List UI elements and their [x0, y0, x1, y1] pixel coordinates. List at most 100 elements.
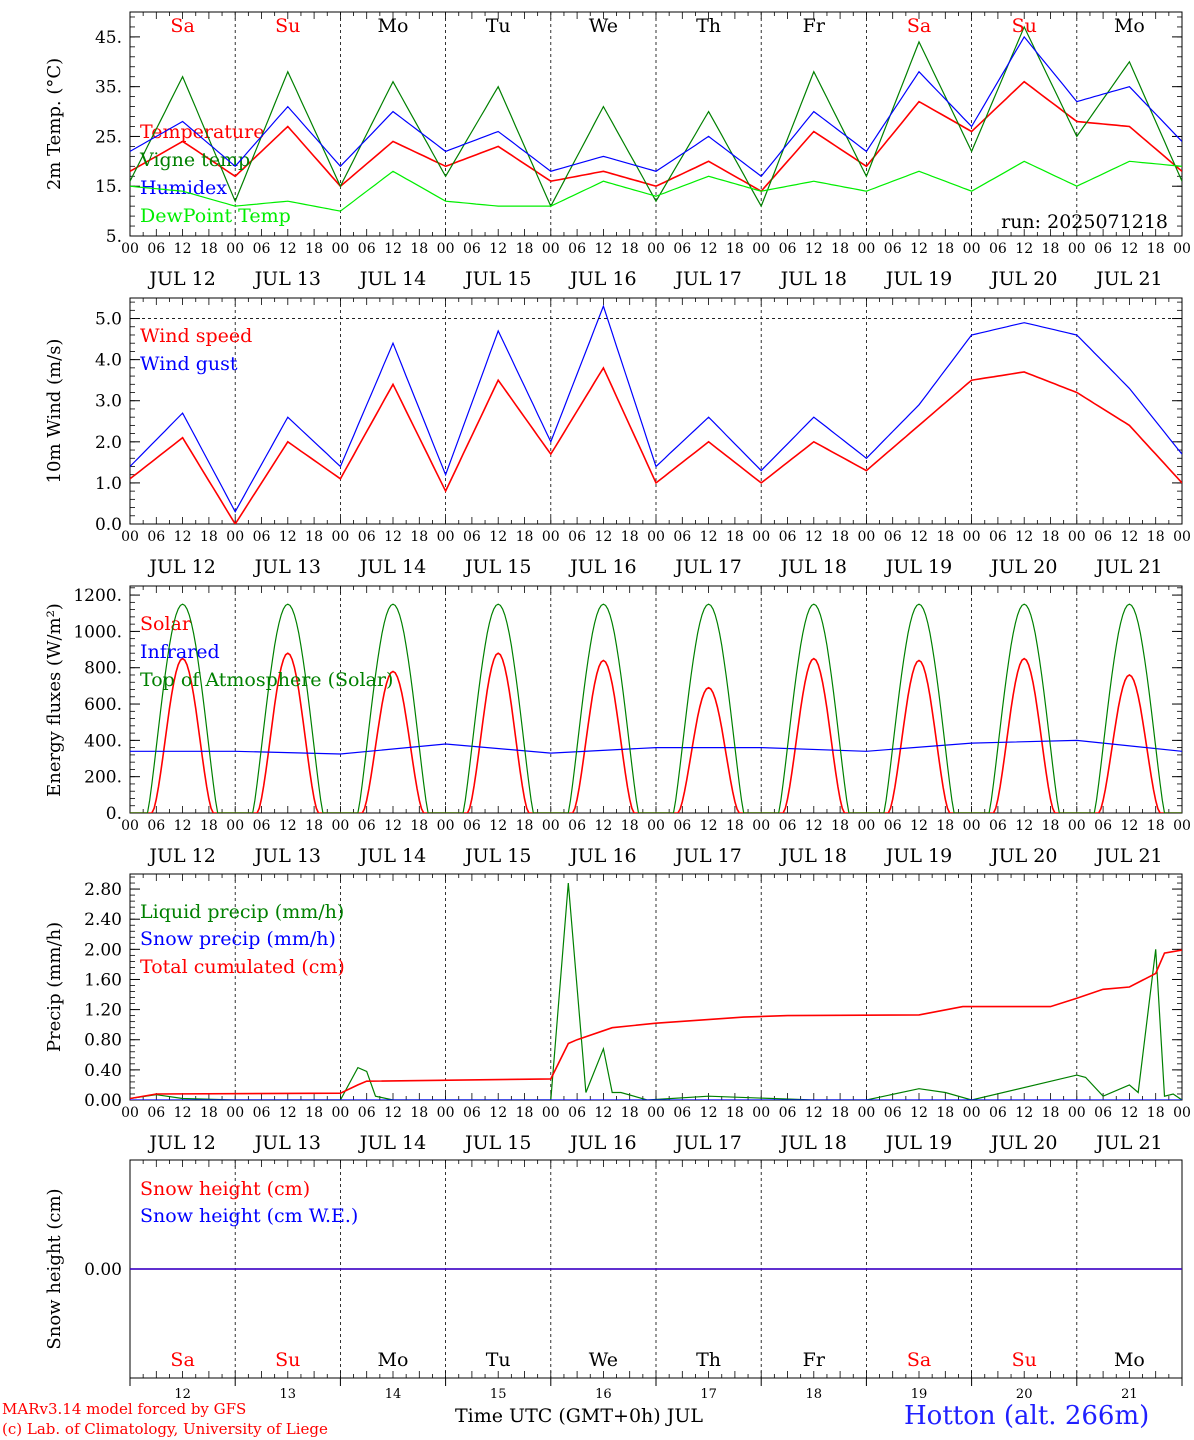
hour-tick-label: 12 — [279, 241, 297, 257]
hour-tick-label: 18 — [1147, 1105, 1165, 1121]
hour-tick-label: 00 — [331, 818, 349, 834]
legend-snow-height-cm-: Snow height (cm) — [140, 1178, 310, 1200]
date-label: JUL 14 — [358, 556, 426, 578]
y-axis-label: 10m Wind (m/s) — [44, 339, 65, 484]
hour-tick-label: 12 — [1015, 818, 1033, 834]
legend-total-cumulated-cm-: Total cumulated (cm) — [140, 956, 345, 978]
hour-tick-label: 06 — [463, 1105, 481, 1121]
weekday-label: We — [589, 1349, 618, 1371]
day-number-label: 12 — [174, 1387, 191, 1402]
y-tick-label: 600. — [84, 695, 122, 715]
date-label: JUL 17 — [673, 1132, 741, 1154]
date-label: JUL 20 — [989, 556, 1057, 578]
hour-tick-label: 06 — [884, 529, 902, 545]
y-tick-label: 15. — [95, 177, 122, 197]
hour-tick-label: 06 — [463, 529, 481, 545]
day-number-label: 13 — [280, 1387, 297, 1402]
hour-tick-label: 06 — [568, 241, 586, 257]
hour-tick-label: 18 — [621, 1105, 639, 1121]
hour-tick-label: 00 — [752, 529, 770, 545]
hour-tick-label: 18 — [200, 1105, 218, 1121]
series-line-wind-gust — [130, 304, 1182, 513]
hour-tick-label: 18 — [410, 1105, 428, 1121]
hour-tick-label: 12 — [910, 1105, 928, 1121]
hour-tick-label: 18 — [726, 1105, 744, 1121]
hour-tick-label: 18 — [516, 529, 534, 545]
series-line-wind-speed — [130, 366, 1182, 524]
date-label: JUL 12 — [147, 845, 215, 867]
y-tick-label: 45. — [95, 28, 122, 48]
hour-tick-label: 06 — [989, 241, 1007, 257]
weekday-label: Th — [696, 1349, 721, 1371]
hour-tick-label: 06 — [147, 818, 165, 834]
hour-tick-label: 00 — [1173, 1105, 1191, 1121]
hour-tick-label: 00 — [331, 1105, 349, 1121]
y-tick-label: 0.80 — [84, 1031, 122, 1051]
date-label: JUL 18 — [779, 1132, 847, 1154]
date-label: JUL 16 — [568, 845, 636, 867]
hour-tick-label: 06 — [989, 818, 1007, 834]
hour-tick-label: 12 — [1120, 529, 1138, 545]
hour-tick-label: 00 — [963, 818, 981, 834]
date-label: JUL 21 — [1094, 1132, 1162, 1154]
legend-dewpoint-temp: DewPoint Temp — [140, 205, 291, 227]
date-label: JUL 14 — [358, 845, 426, 867]
hour-tick-label: 06 — [779, 1105, 797, 1121]
hour-tick-label: 12 — [805, 529, 823, 545]
hour-tick-label: 00 — [647, 818, 665, 834]
location-label: Hotton (alt. 266m) — [904, 1401, 1150, 1431]
hour-tick-label: 06 — [463, 818, 481, 834]
y-tick-label: 35. — [95, 78, 122, 98]
weekday-label: Mo — [1114, 1349, 1145, 1371]
date-label: JUL 20 — [989, 845, 1057, 867]
day-number-label: 21 — [1121, 1387, 1138, 1402]
hour-tick-label: 12 — [805, 818, 823, 834]
date-label: JUL 14 — [358, 1132, 426, 1154]
date-label: JUL 13 — [253, 268, 321, 290]
hour-tick-label: 12 — [384, 818, 402, 834]
hour-tick-label: 12 — [805, 241, 823, 257]
credit-line-2: (c) Lab. of Climatology, University of L… — [2, 1420, 328, 1438]
hour-tick-label: 06 — [147, 241, 165, 257]
hour-tick-label: 12 — [279, 1105, 297, 1121]
weekday-label: Mo — [378, 1349, 409, 1371]
legend-snow-height-cm-w-e-: Snow height (cm W.E.) — [140, 1205, 358, 1227]
date-label: JUL 14 — [358, 268, 426, 290]
y-axis-label: Snow height (cm) — [44, 1188, 65, 1349]
date-label: JUL 12 — [147, 268, 215, 290]
hour-tick-label: 18 — [410, 529, 428, 545]
hour-tick-label: 00 — [963, 529, 981, 545]
y-tick-label: 5.0 — [95, 310, 122, 330]
hour-tick-label: 12 — [489, 1105, 507, 1121]
weekday-label: Fr — [803, 1349, 826, 1371]
date-label: JUL 21 — [1094, 556, 1162, 578]
hour-tick-label: 06 — [358, 241, 376, 257]
legend-humidex: Humidex — [140, 177, 227, 199]
hour-tick-label: 00 — [647, 1105, 665, 1121]
y-tick-label: 0.00 — [84, 1091, 122, 1111]
y-tick-label: 0.0 — [95, 515, 122, 535]
day-number-label: 17 — [700, 1387, 717, 1402]
hour-tick-label: 12 — [384, 1105, 402, 1121]
hour-tick-label: 00 — [857, 1105, 875, 1121]
hour-tick-label: 00 — [331, 241, 349, 257]
hour-tick-label: 00 — [857, 241, 875, 257]
date-label: JUL 15 — [463, 1132, 531, 1154]
hour-tick-label: 12 — [910, 529, 928, 545]
hour-tick-label: 06 — [147, 1105, 165, 1121]
series-line-dewpoint-temp — [130, 160, 1182, 212]
y-tick-label: 0.00 — [84, 1260, 122, 1280]
hour-tick-label: 06 — [989, 529, 1007, 545]
weekday-label: Th — [696, 15, 721, 37]
hour-tick-label: 12 — [174, 1105, 192, 1121]
hour-tick-label: 06 — [779, 529, 797, 545]
hour-tick-label: 12 — [805, 1105, 823, 1121]
hour-tick-label: 00 — [226, 818, 244, 834]
y-tick-label: 200. — [84, 768, 122, 788]
hour-tick-label: 18 — [831, 241, 849, 257]
hour-tick-label: 18 — [621, 241, 639, 257]
hour-tick-label: 12 — [700, 529, 718, 545]
hour-tick-label: 06 — [1094, 818, 1112, 834]
hour-tick-label: 00 — [121, 1105, 139, 1121]
hour-tick-label: 06 — [1094, 241, 1112, 257]
